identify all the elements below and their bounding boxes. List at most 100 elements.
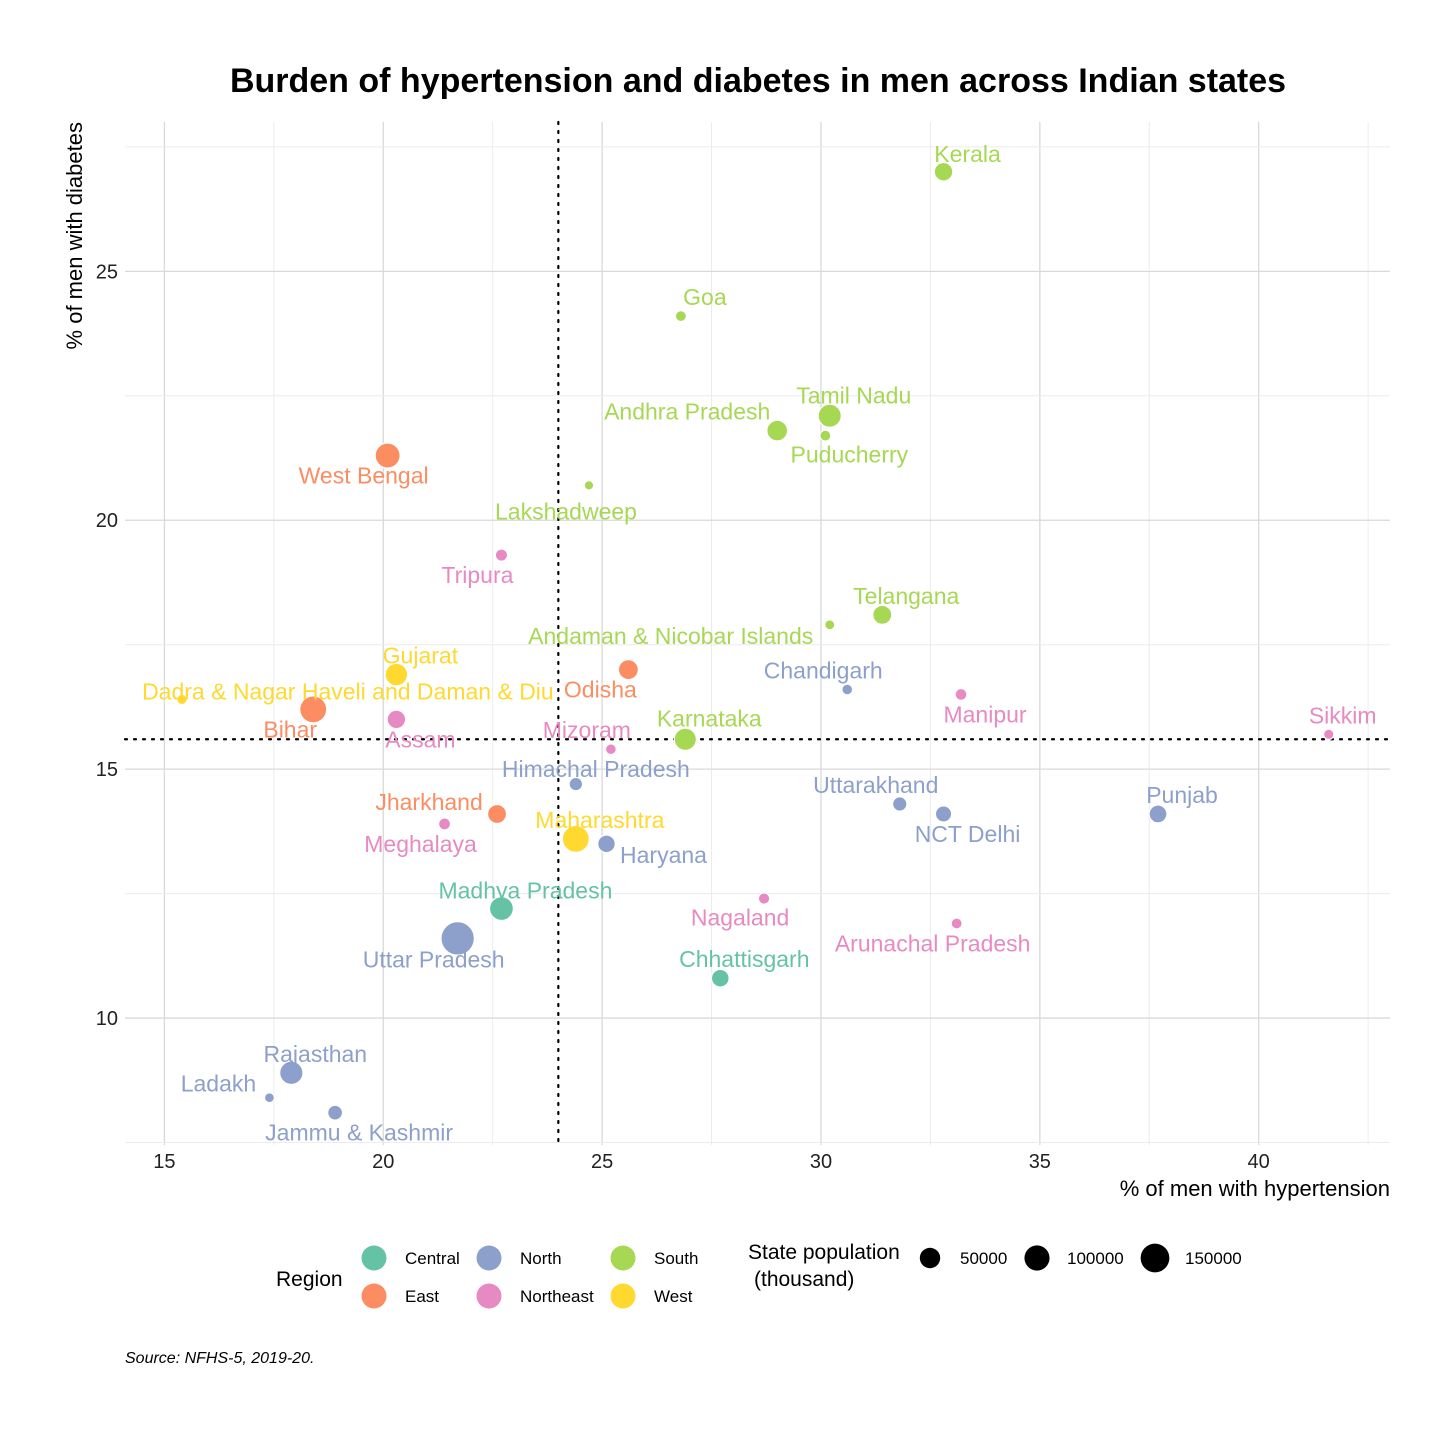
point-uttarakhand: [891, 796, 908, 812]
size-legend-label-50000: 50000: [960, 1249, 1007, 1268]
legend-key-central: [361, 1245, 387, 1271]
label-rajasthan: Rajasthan: [264, 1041, 368, 1067]
legend: Region State population (thousand) Centr…: [276, 1241, 1242, 1309]
legend-key-west: [610, 1283, 636, 1309]
label-jammu-and-kashmir: Jammu & Kashmir: [265, 1120, 453, 1146]
point-assam: [386, 709, 407, 730]
label-andhra-pradesh: Andhra Pradesh: [604, 399, 770, 425]
size-legend-title-line1: State population: [748, 1241, 900, 1264]
label-meghalaya: Meghalaya: [364, 831, 477, 857]
legend-label-central: Central: [405, 1249, 460, 1268]
point-puducherry: [819, 429, 832, 442]
point-jammu-and-kashmir: [327, 1104, 344, 1121]
point-arunachal-pradesh: [950, 917, 963, 930]
legend-label-west: West: [654, 1287, 693, 1306]
label-punjab: Punjab: [1146, 782, 1218, 808]
label-goa: Goa: [683, 284, 727, 310]
x-tick-label: 25: [591, 1151, 613, 1173]
label-madhya-pradesh: Madhya Pradesh: [438, 878, 612, 904]
x-axis-title: % of men with hypertension: [1120, 1176, 1390, 1201]
size-legend-title-line2: (thousand): [754, 1268, 854, 1291]
point-meghalaya: [437, 817, 452, 831]
x-tick-label: 35: [1029, 1151, 1051, 1173]
label-tamil-nadu: Tamil Nadu: [796, 383, 911, 409]
legend-label-east: East: [405, 1287, 439, 1306]
y-tick-label: 20: [96, 510, 118, 532]
label-karnataka: Karnataka: [657, 705, 762, 731]
size-legend-label-100000: 100000: [1067, 1249, 1124, 1268]
legend-key-east: [361, 1283, 387, 1309]
label-nct-delhi: NCT Delhi: [915, 821, 1021, 847]
region-legend-title: Region: [276, 1268, 343, 1291]
point-karnataka: [673, 727, 697, 751]
point-labels: Kerala Goa Tamil Nadu Andhra Pradesh Puduche…: [142, 141, 1377, 1146]
point-haryana: [597, 834, 616, 854]
size-legend-label-150000: 150000: [1185, 1249, 1242, 1268]
point-odisha: [617, 659, 639, 681]
x-tick-label: 20: [372, 1151, 394, 1173]
label-chhattisgarh: Chhattisgarh: [679, 946, 809, 972]
label-jharkhand: Jharkhand: [375, 789, 482, 815]
point-chandigarh: [841, 683, 854, 696]
y-axis-title: % of men with diabetes: [62, 122, 87, 349]
label-gujarat: Gujarat: [383, 643, 459, 669]
point-kerala: [933, 161, 954, 182]
label-haryana: Haryana: [620, 842, 707, 868]
point-telangana: [872, 604, 893, 625]
x-tick-label: 30: [810, 1151, 832, 1173]
legend-label-south: South: [654, 1249, 698, 1268]
chart-title: Burden of hypertension and diabetes in m…: [230, 62, 1286, 100]
label-nagaland: Nagaland: [691, 905, 789, 931]
label-himachal-pradesh: Himachal Pradesh: [502, 756, 690, 782]
reference-lines: [123, 120, 1392, 1147]
axis-ticks: 15 20 25 30 35 40 10 15 20 25: [96, 261, 1270, 1173]
data-points: [176, 161, 1335, 1121]
point-punjab: [1148, 804, 1168, 824]
label-ladakh: Ladakh: [181, 1071, 256, 1097]
x-tick-label: 15: [153, 1151, 175, 1173]
label-arunachal-pradesh: Arunachal Pradesh: [835, 930, 1031, 956]
label-sikkim: Sikkim: [1309, 702, 1377, 728]
point-nct-delhi: [934, 805, 953, 823]
point-mizoram: [604, 743, 617, 756]
label-assam: Assam: [385, 726, 455, 752]
point-andhra-pradesh: [766, 419, 789, 442]
point-manipur: [954, 687, 968, 701]
point-tripura: [494, 548, 509, 562]
legend-key-north: [476, 1245, 502, 1271]
label-kerala: Kerala: [934, 141, 1001, 167]
size-legend-circle-150000: [1140, 1243, 1170, 1273]
label-manipur: Manipur: [943, 701, 1026, 727]
label-maharashtra: Maharashtra: [535, 807, 664, 833]
source-caption: Source: NFHS-5, 2019-20.: [125, 1350, 314, 1367]
point-bihar: [299, 695, 328, 724]
point-himachal-pradesh: [568, 776, 584, 792]
label-uttar-pradesh: Uttar Pradesh: [363, 946, 505, 972]
y-tick-label: 25: [96, 261, 118, 283]
size-legend-circle-50000: [919, 1247, 941, 1269]
point-uttar-pradesh: [440, 921, 475, 956]
label-puducherry: Puducherry: [791, 442, 909, 468]
label-tripura: Tripura: [441, 562, 513, 588]
label-chandigarh: Chandigarh: [764, 658, 883, 684]
point-chhattisgarh: [710, 968, 730, 988]
y-tick-label: 10: [96, 1008, 118, 1030]
point-madhya-pradesh: [488, 896, 514, 922]
point-andaman-and-nicobar-islands: [824, 619, 836, 631]
label-dadra-and-nagar-haveli-and-daman-and-diu: Dadra & Nagar Haveli and Daman & Diu: [142, 678, 554, 704]
legend-label-northeast: Northeast: [520, 1287, 594, 1306]
label-odisha: Odisha: [564, 677, 637, 703]
x-tick-label: 40: [1248, 1151, 1270, 1173]
size-legend-circle-100000: [1024, 1245, 1050, 1271]
label-andaman-and-nicobar-islands: Andaman & Nicobar Islands: [528, 623, 813, 649]
label-uttarakhand: Uttarakhand: [813, 772, 938, 798]
point-goa: [674, 310, 687, 323]
point-lakshadweep: [583, 480, 595, 491]
point-gujarat: [384, 662, 409, 687]
grid-lines: [125, 122, 1390, 1145]
label-mizoram: Mizoram: [543, 717, 631, 743]
point-tamil-nadu: [817, 403, 842, 428]
legend-key-south: [610, 1245, 636, 1271]
legend-key-northeast: [476, 1283, 502, 1309]
